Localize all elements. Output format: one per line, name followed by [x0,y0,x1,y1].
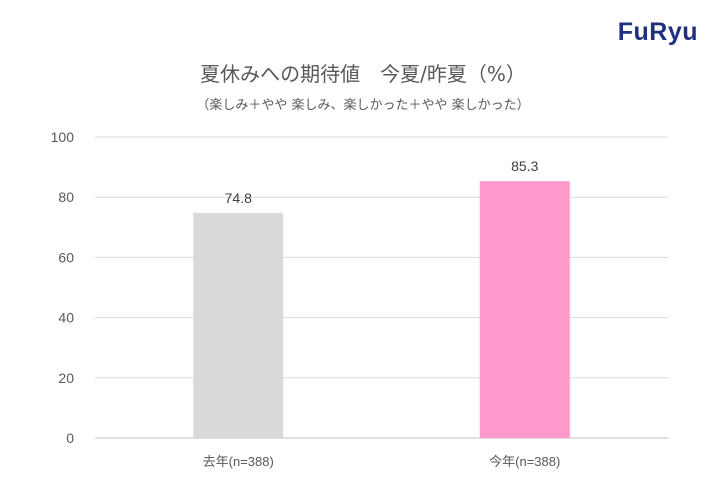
y-tick-label: 0 [66,430,74,446]
furyu-logo: FuRyu [617,18,698,46]
data-label: 74.8 [225,190,252,206]
bar-1 [193,212,284,438]
chart-subtitle: （楽しみ＋やや 楽しみ、楽しかった＋やや 楽しかった） [196,98,530,113]
bar-2 [479,181,570,438]
chart-title: 夏休みへの期待値 今夏/昨夏（%） [200,62,526,86]
y-tick-label: 60 [58,249,74,265]
y-tick-label: 40 [58,310,74,326]
data-label: 85.3 [511,158,538,174]
x-tick-label: 去年(n=388) [203,454,274,469]
y-tick-label: 100 [51,129,75,145]
y-tick-label: 80 [58,189,74,205]
y-tick-label: 20 [58,370,74,386]
x-tick-label: 今年(n=388) [489,454,560,469]
